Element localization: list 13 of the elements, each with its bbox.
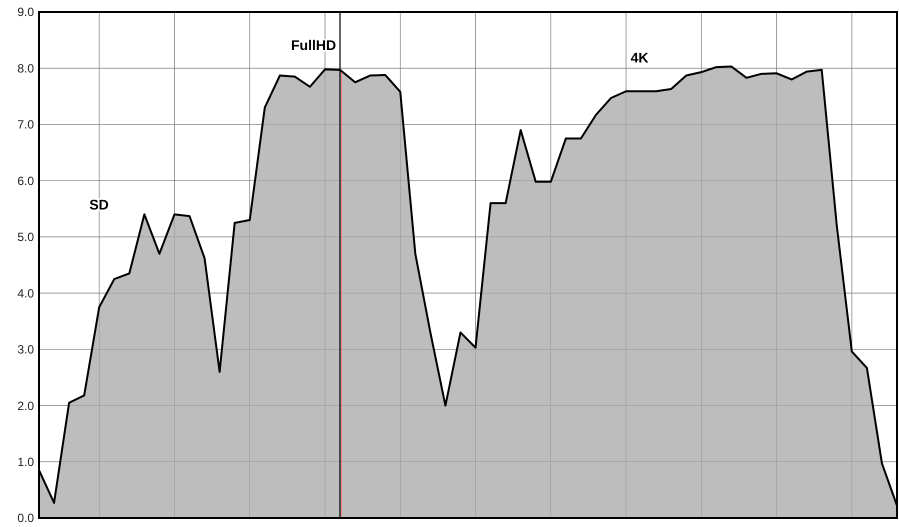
y-tick-label: 1.0: [17, 454, 34, 469]
y-tick-label: 8.0: [17, 61, 34, 76]
y-tick-label: 4.0: [17, 286, 34, 300]
y-tick-label: 9.0: [17, 5, 34, 20]
annotation: 4K: [630, 50, 649, 66]
y-tick-label: 0.0: [17, 511, 34, 526]
annotation: SD: [89, 196, 109, 212]
y-tick-label: 3.0: [17, 342, 34, 357]
y-tick-label: 6.0: [17, 174, 34, 188]
y-tick-label: 7.0: [17, 118, 34, 132]
y-tick-label: 2.0: [17, 398, 34, 413]
y-tick-label: 5.0: [17, 230, 34, 244]
annotation: FullHD: [291, 36, 336, 53]
